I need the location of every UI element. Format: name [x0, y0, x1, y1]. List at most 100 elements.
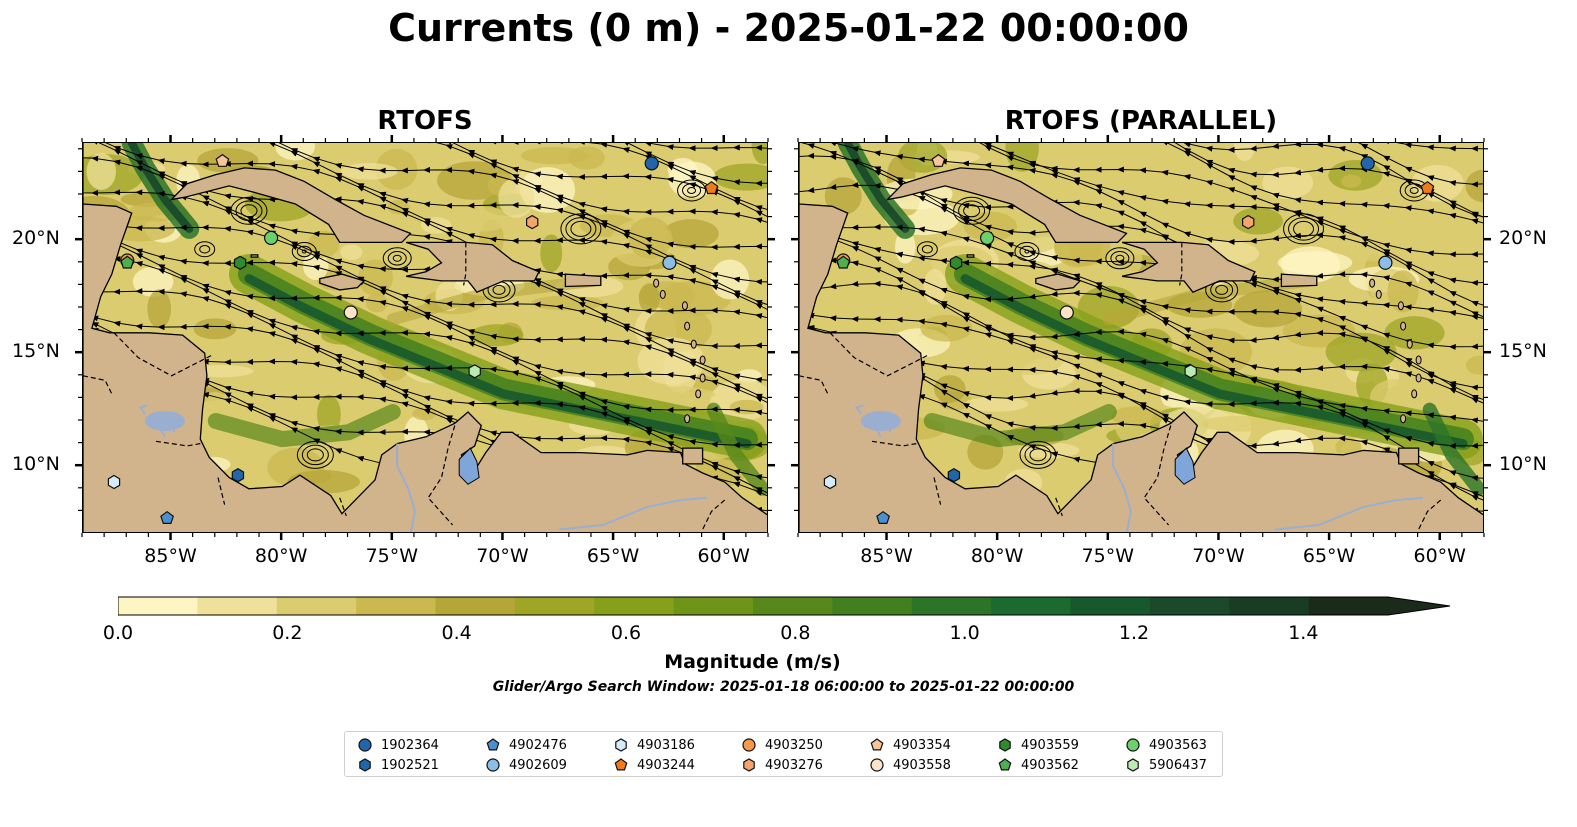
legend-marker[interactable]: [359, 758, 371, 772]
float-marker-4903559[interactable]: [949, 255, 963, 270]
colorbar-segment: [832, 597, 913, 615]
colorbar: [118, 596, 1451, 616]
legend-item: 4903354: [869, 735, 951, 755]
map-canvas: [83, 143, 767, 532]
legend-item: 4903276: [741, 755, 823, 775]
float-marker-1902364[interactable]: [644, 156, 659, 171]
lon-tick-label: 60°W: [1413, 545, 1466, 567]
float-marker-4903558[interactable]: [1059, 305, 1074, 320]
float-marker-4903559[interactable]: [233, 255, 247, 270]
legend-marker[interactable]: [870, 758, 884, 772]
float-marker-1902364[interactable]: [1360, 156, 1375, 171]
float-marker-4903563[interactable]: [263, 230, 279, 246]
float-marker-1902521[interactable]: [947, 468, 961, 483]
float-marker-4902609[interactable]: [1378, 255, 1393, 270]
lon-tick-label: 75°W: [1081, 545, 1135, 567]
colorbar-tick-label: 1.4: [1288, 622, 1319, 644]
legend-marker[interactable]: [743, 758, 755, 772]
legend-marker-icon: [999, 738, 1011, 752]
legend-item: 4903563: [1125, 735, 1207, 755]
legend-label: 4902476: [509, 737, 567, 753]
float-marker-4903186[interactable]: [107, 474, 121, 490]
float-marker-1902521[interactable]: [231, 468, 245, 483]
float-marker-4902476[interactable]: [160, 510, 175, 524]
legend-marker[interactable]: [742, 738, 756, 752]
legend-item: 1902521: [357, 755, 439, 775]
legend-marker-icon: [998, 758, 1012, 771]
panel-title-rtofs: RTOFS: [377, 106, 473, 136]
float-marker-4903244[interactable]: [704, 180, 719, 195]
legend-item: 4903186: [613, 735, 695, 755]
float-marker-4903558[interactable]: [343, 305, 358, 320]
float-markers: [823, 153, 1435, 524]
land-cuba: [169, 167, 412, 244]
legend-marker[interactable]: [999, 738, 1011, 752]
colorbar-tick-label: 1.2: [1118, 622, 1150, 644]
legend-marker[interactable]: [615, 738, 627, 752]
float-marker-4903276[interactable]: [1242, 214, 1255, 230]
lon-tick-label: 65°W: [1302, 545, 1356, 567]
land-yucatan: [83, 143, 767, 532]
legend-marker[interactable]: [870, 738, 884, 751]
colorbar-tick-label: 0.8: [780, 622, 811, 644]
float-marker-4903562[interactable]: [120, 255, 135, 269]
colorbar-segment: [435, 597, 516, 615]
legend-marker-icon: [742, 738, 756, 752]
map-panel-rtofs[interactable]: [82, 142, 768, 533]
colorbar-segment: [1308, 597, 1389, 615]
legend-marker[interactable]: [486, 738, 500, 751]
legend-marker[interactable]: [1126, 738, 1140, 752]
legend-marker-icon: [614, 758, 628, 771]
float-marker-4902609[interactable]: [662, 255, 677, 270]
colorbar-segment: [911, 597, 992, 615]
float-marker-5906437[interactable]: [468, 364, 481, 379]
lat-tick-label: 15°N: [1499, 340, 1547, 363]
colorbar-extend-arrow: [1388, 597, 1450, 615]
land-jamaica: [1035, 273, 1082, 291]
borders: [799, 242, 1442, 530]
legend-marker[interactable]: [1127, 758, 1139, 772]
legend-label: 1902364: [381, 737, 439, 753]
colorbar-segment: [673, 597, 754, 615]
legend-label: 4903559: [1021, 737, 1079, 753]
land-puertorico: [1280, 273, 1318, 288]
lesser-antilles: [1369, 278, 1422, 424]
float-marker-4903354[interactable]: [931, 153, 946, 167]
lon-tick-label: 80°W: [970, 545, 1024, 567]
float-marker-4902476[interactable]: [876, 510, 891, 524]
legend-marker-icon: [1127, 758, 1139, 772]
float-marker-4903562[interactable]: [836, 255, 851, 269]
lat-tick-label: 20°N: [12, 227, 60, 250]
float-legend: 1902364 1902521 4902476 4902609 4903186 49032…: [344, 731, 1223, 777]
legend-marker[interactable]: [486, 758, 500, 772]
float-marker-4903354[interactable]: [215, 153, 230, 167]
lat-tick-label: 10°N: [1499, 453, 1547, 476]
legend-item: 4903559: [997, 735, 1079, 755]
legend-marker[interactable]: [614, 758, 628, 771]
legend-label: 4903563: [1149, 737, 1207, 753]
land-trinidad: [682, 447, 704, 465]
main-title: Currents (0 m) - 2025-01-22 00:00:00: [388, 6, 1189, 50]
legend-marker-icon: [870, 738, 884, 751]
colorbar-tick-label: 0.6: [610, 622, 642, 644]
float-marker-4903563[interactable]: [979, 230, 995, 246]
float-marker-4903276[interactable]: [526, 214, 539, 230]
float-marker-4903244[interactable]: [1420, 180, 1435, 195]
land: [83, 143, 767, 532]
legend-marker-icon: [870, 758, 884, 772]
land-hispaniola: [1121, 241, 1256, 293]
colorbar-segment: [1070, 597, 1151, 615]
rivers: [854, 404, 1424, 532]
axis-ticks: [75, 135, 1491, 540]
legend-label: 1902521: [381, 757, 439, 773]
legend-marker[interactable]: [358, 738, 372, 752]
map-panel-rtofs-parallel[interactable]: [798, 142, 1484, 533]
panel-title-rtofs-parallel: RTOFS (PARALLEL): [1004, 106, 1278, 136]
colorbar-tick-label: 0.2: [272, 622, 303, 644]
float-marker-5906437[interactable]: [1184, 364, 1197, 379]
legend-marker[interactable]: [998, 758, 1012, 771]
colorbar-segment: [118, 597, 198, 615]
colorbar-segment: [276, 597, 357, 615]
float-marker-4903186[interactable]: [823, 474, 837, 490]
lon-tick-label: 85°W: [860, 545, 913, 567]
